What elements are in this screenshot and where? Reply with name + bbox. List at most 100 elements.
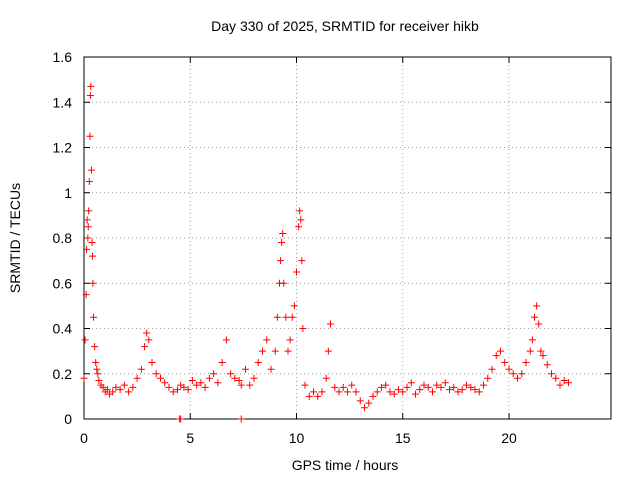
data-point bbox=[109, 388, 117, 396]
y-axis-label: SRMTID / TECUs bbox=[7, 183, 23, 293]
data-point bbox=[361, 404, 368, 412]
x-tick-labels: 0 5 10 15 20 bbox=[80, 430, 517, 446]
y-tick-label: 1.4 bbox=[53, 94, 73, 110]
data-point bbox=[87, 82, 95, 90]
data-point bbox=[157, 374, 164, 382]
data-point bbox=[539, 352, 547, 360]
data-point bbox=[205, 374, 213, 382]
data-point bbox=[537, 347, 545, 355]
data-point bbox=[214, 379, 222, 387]
data-point bbox=[484, 374, 492, 382]
data-point bbox=[80, 374, 88, 382]
data-point bbox=[412, 390, 419, 398]
data-point bbox=[85, 177, 93, 185]
data-point bbox=[120, 381, 128, 389]
data-point bbox=[565, 379, 572, 387]
y-tick-label: 1.6 bbox=[53, 49, 73, 65]
data-point bbox=[81, 336, 89, 344]
data-point bbox=[286, 336, 294, 344]
data-point bbox=[83, 216, 91, 224]
data-point bbox=[137, 365, 145, 373]
data-point bbox=[335, 388, 343, 396]
data-point bbox=[433, 381, 441, 389]
data-point bbox=[378, 383, 385, 391]
data-point bbox=[301, 381, 309, 389]
data-point bbox=[197, 379, 205, 387]
data-point bbox=[420, 381, 428, 389]
data-point bbox=[210, 370, 218, 378]
data-point bbox=[278, 239, 286, 247]
data-point bbox=[85, 207, 93, 215]
data-point bbox=[116, 386, 124, 394]
data-point bbox=[193, 381, 201, 389]
data-point bbox=[369, 392, 377, 400]
data-point bbox=[310, 388, 317, 396]
data-point bbox=[280, 279, 288, 287]
x-tick-label: 0 bbox=[80, 430, 88, 446]
data-point bbox=[271, 347, 279, 355]
data-point bbox=[327, 320, 334, 328]
data-point bbox=[90, 313, 98, 321]
data-point bbox=[543, 361, 551, 369]
x-tick-label: 5 bbox=[186, 430, 194, 446]
data-point bbox=[382, 381, 390, 389]
data-point bbox=[242, 365, 249, 373]
data-point bbox=[86, 132, 94, 140]
data-point bbox=[218, 358, 226, 366]
data-point bbox=[526, 347, 534, 355]
data-point bbox=[548, 370, 555, 378]
data-point bbox=[463, 381, 470, 389]
data-point bbox=[267, 365, 275, 373]
data-point bbox=[528, 336, 536, 344]
data-point bbox=[89, 252, 96, 260]
data-point bbox=[552, 374, 560, 382]
data-point bbox=[99, 383, 107, 391]
data-point bbox=[235, 377, 243, 385]
data-point bbox=[390, 390, 398, 398]
data-point bbox=[94, 370, 102, 378]
data-point bbox=[143, 329, 151, 337]
data-point bbox=[514, 374, 521, 382]
data-point bbox=[471, 386, 479, 394]
data-point bbox=[82, 291, 90, 299]
chart-title: Day 330 of 2025, SRMTID for receiver hik… bbox=[211, 18, 479, 34]
data-point bbox=[188, 377, 196, 385]
data-point bbox=[501, 358, 509, 366]
data-point bbox=[169, 388, 177, 396]
data-point bbox=[356, 397, 364, 405]
data-point bbox=[488, 365, 496, 373]
data-point bbox=[237, 415, 245, 423]
data-point bbox=[450, 383, 458, 391]
data-point bbox=[184, 386, 192, 394]
data-point bbox=[454, 388, 462, 396]
data-point bbox=[298, 257, 306, 265]
data-point bbox=[518, 370, 526, 378]
data-point bbox=[424, 383, 432, 391]
data-point bbox=[284, 347, 292, 355]
data-point bbox=[254, 358, 262, 366]
plot-frame bbox=[83, 56, 612, 420]
data-point bbox=[129, 383, 137, 391]
data-point bbox=[441, 379, 449, 387]
data-point bbox=[231, 374, 239, 382]
data-point bbox=[416, 386, 424, 394]
data-point bbox=[133, 374, 141, 382]
data-point bbox=[399, 388, 407, 396]
data-point bbox=[152, 370, 160, 378]
x-tick-label: 10 bbox=[289, 430, 305, 446]
data-point bbox=[446, 386, 453, 394]
y-tick-label: 0.2 bbox=[53, 366, 73, 382]
data-point bbox=[348, 381, 356, 389]
data-point bbox=[314, 392, 322, 400]
data-point bbox=[95, 377, 103, 385]
y-tick-label: 0.4 bbox=[53, 321, 73, 337]
data-point bbox=[91, 343, 99, 351]
data-point bbox=[305, 392, 313, 400]
data-point bbox=[288, 313, 296, 321]
x-tick-label: 20 bbox=[501, 430, 517, 446]
data-point bbox=[112, 383, 120, 391]
y-tick-labels: 0 0.2 0.4 0.6 0.8 1 1.2 1.4 1.6 bbox=[53, 49, 73, 427]
data-point bbox=[125, 388, 133, 396]
axis-ticks bbox=[83, 56, 611, 420]
data-point bbox=[277, 257, 285, 265]
